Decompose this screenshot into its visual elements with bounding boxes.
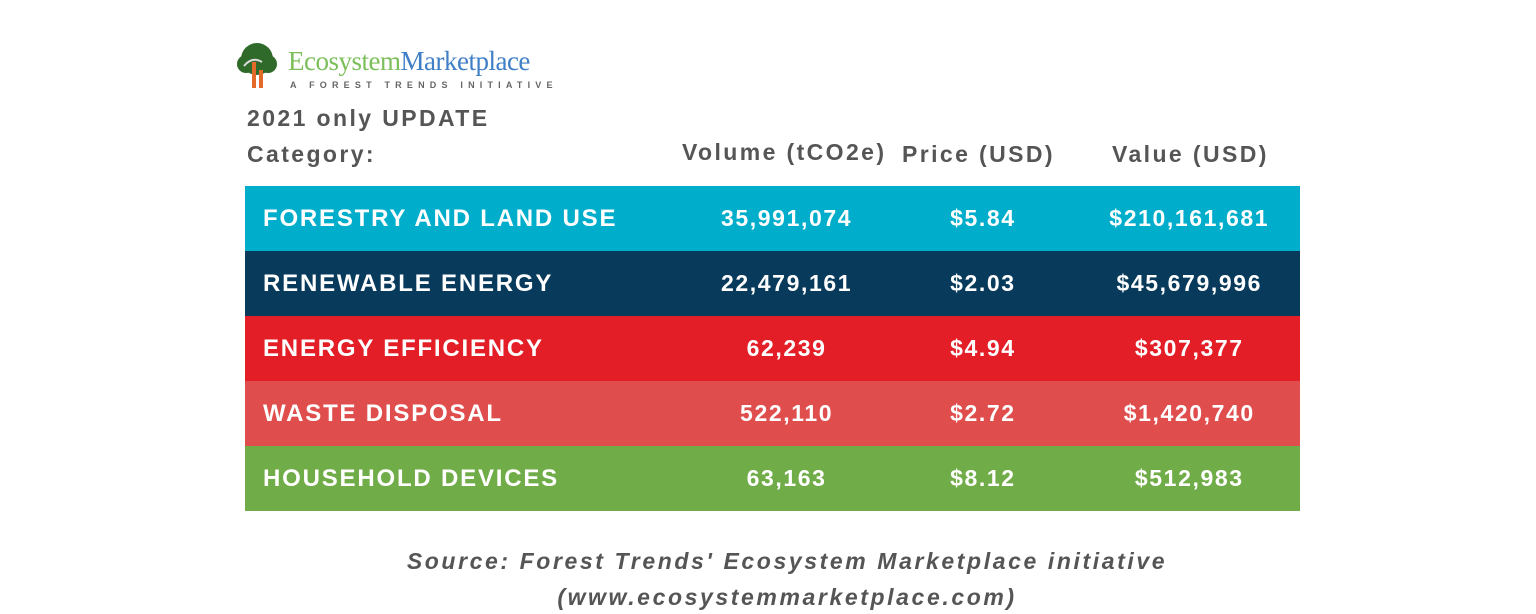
tree-logo-icon bbox=[237, 43, 277, 88]
table-row: FORESTRY AND LAND USE 35,991,074 $5.84 $210… bbox=[245, 186, 1300, 251]
value-cell: $210,161,681 bbox=[1109, 205, 1270, 231]
volume-cell: 522,110 bbox=[740, 400, 834, 426]
logo-text-marketplace: Marketplace bbox=[400, 46, 530, 76]
table-row: ENERGY EFFICIENCY 62,239 $4.94 $307,377 bbox=[245, 316, 1300, 381]
table-row: WASTE DISPOSAL 522,110 $2.72 $1,420,740 bbox=[245, 381, 1300, 446]
value-cell: $45,679,996 bbox=[1116, 270, 1263, 296]
volume-cell: 35,991,074 bbox=[721, 205, 853, 231]
column-header-volume: Volume (tCO2e) bbox=[682, 139, 887, 165]
logo-text-ecosystem: Ecosystem bbox=[288, 46, 401, 76]
table-row: RENEWABLE ENERGY 22,479,161 $2.03 $45,679,9… bbox=[245, 251, 1300, 316]
category-cell: RENEWABLE ENERGY bbox=[263, 269, 554, 297]
column-header-price: Price (USD) bbox=[902, 141, 1055, 167]
price-cell: $2.03 bbox=[950, 270, 1016, 296]
volume-cell: 62,239 bbox=[746, 335, 827, 361]
table-row: HOUSEHOLD DEVICES 63,163 $8.12 $512,983 bbox=[245, 446, 1300, 511]
logo-tagline: A FOREST TRENDS INITIATIVE bbox=[290, 80, 558, 90]
value-cell: $307,377 bbox=[1134, 335, 1244, 361]
price-cell: $2.72 bbox=[950, 400, 1016, 426]
volume-cell: 22,479,161 bbox=[721, 270, 853, 296]
value-cell: $512,983 bbox=[1134, 465, 1244, 491]
volume-cell: 63,163 bbox=[746, 465, 827, 491]
category-cell: ENERGY EFFICIENCY bbox=[263, 334, 544, 362]
category-cell: WASTE DISPOSAL bbox=[263, 399, 503, 427]
category-cell: FORESTRY AND LAND USE bbox=[263, 204, 618, 232]
price-cell: $5.84 bbox=[950, 205, 1016, 231]
category-cell: HOUSEHOLD DEVICES bbox=[263, 464, 559, 492]
update-subtitle: 2021 only UPDATE bbox=[247, 105, 490, 131]
price-cell: $8.12 bbox=[950, 465, 1016, 491]
ecosystem-marketplace-logo: EcosystemMarketplace A FOREST TRENDS INI… bbox=[236, 42, 576, 96]
carbon-market-table: FORESTRY AND LAND USE 35,991,074 $5.84 $210… bbox=[245, 186, 1300, 511]
column-header-value: Value (USD) bbox=[1112, 141, 1269, 167]
source-url: (www.ecosystemmarketplace.com) bbox=[557, 584, 1017, 610]
source-line: Source: Forest Trends' Ecosystem Marketp… bbox=[406, 548, 1168, 574]
price-cell: $4.94 bbox=[950, 335, 1016, 361]
column-header-category: Category: bbox=[247, 141, 376, 167]
value-cell: $1,420,740 bbox=[1123, 400, 1255, 426]
